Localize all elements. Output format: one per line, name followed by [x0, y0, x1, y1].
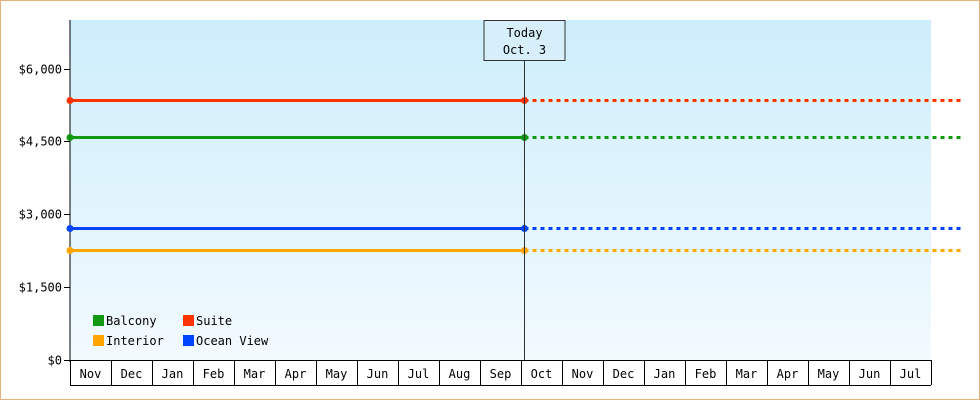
today-label: Today: [506, 26, 542, 40]
x-tick-label: Apr: [285, 367, 307, 381]
x-tick-label: Sep: [490, 367, 512, 381]
legend-label-balcony: Balcony: [106, 314, 157, 328]
series-lines: [66, 97, 961, 254]
x-tick-label: Jan: [654, 367, 676, 381]
x-tick-label: Jul: [408, 367, 430, 381]
series-point-interior: [66, 247, 74, 254]
x-tick-label: Mar: [736, 367, 758, 381]
x-tick-label: Jul: [900, 367, 922, 381]
x-tick-label: Dec: [613, 367, 635, 381]
legend-label-interior: Interior: [106, 334, 164, 348]
x-axis: Nov Dec Jan Feb Mar Apr May Jun Jul Aug Sep Oct Nov D…: [70, 360, 932, 386]
x-tick-label: Mar: [244, 367, 266, 381]
series-point-ocean-view: [66, 225, 74, 232]
x-tick-label: Nov: [572, 367, 594, 381]
y-tick-label: $0: [48, 354, 62, 368]
legend-swatch-ocean-view: [183, 335, 194, 346]
x-tick-label: Feb: [695, 367, 717, 381]
x-tick-label: May: [818, 367, 840, 381]
x-tick-label: Feb: [203, 367, 225, 381]
legend-swatch-interior: [93, 335, 104, 346]
y-tick-label: $3,000: [19, 208, 62, 222]
y-axis: $0 $1,500 $3,000 $4,500 $6,000: [19, 20, 71, 368]
y-tick-label: $6,000: [19, 63, 62, 77]
x-tick-label: Dec: [121, 367, 143, 381]
x-tick-label: Jan: [162, 367, 184, 381]
x-tick-label: May: [326, 367, 348, 381]
legend-swatch-suite: [183, 315, 194, 326]
today-marker: Today Oct. 3: [483, 20, 566, 360]
x-tick-label: Jun: [859, 367, 881, 381]
today-box: [483, 20, 566, 61]
legend: Balcony Suite Interior Ocean View: [93, 314, 269, 348]
series-point-balcony: [66, 134, 74, 141]
legend-label-ocean-view: Ocean View: [196, 334, 269, 348]
x-tick-label: Nov: [80, 367, 102, 381]
plot-area: [70, 20, 931, 360]
x-tick-label: Jun: [367, 367, 389, 381]
legend-swatch-balcony: [93, 315, 104, 326]
legend-label-suite: Suite: [196, 314, 232, 328]
today-date: Oct. 3: [503, 43, 546, 57]
x-tick-label: Aug: [449, 367, 471, 381]
x-tick-label: Oct: [531, 367, 553, 381]
y-tick-label: $4,500: [19, 135, 62, 149]
y-tick-label: $1,500: [19, 281, 62, 295]
series-point-suite: [66, 97, 74, 104]
x-tick-label: Apr: [777, 367, 799, 381]
